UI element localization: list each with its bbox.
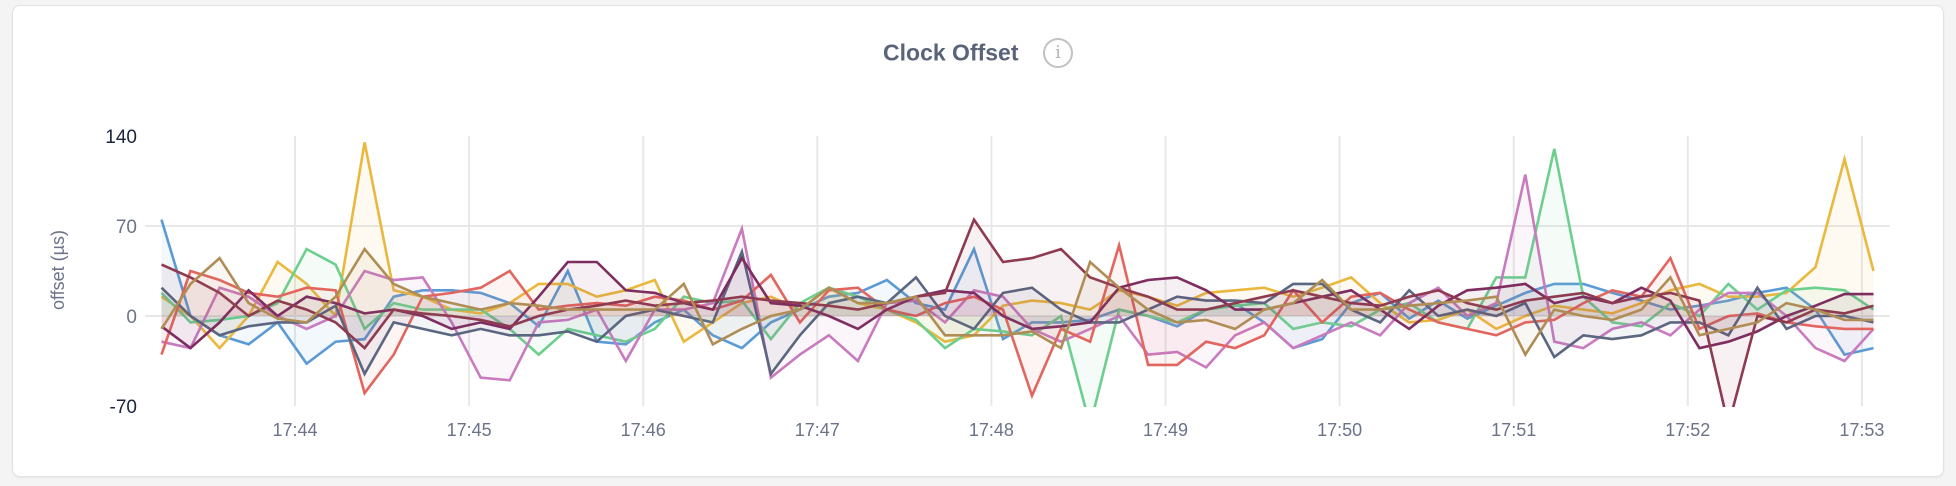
series-line: [160, 240, 1874, 400]
y-tick-label: -70: [110, 397, 137, 418]
series-area: [161, 142, 1874, 349]
panel-title: Clock Offset: [883, 39, 1019, 66]
series-line: [160, 216, 1874, 407]
series-line: [160, 246, 1874, 358]
x-axis: 17:44 17:45 17:46 17:47 17:48 17:49 17:50 17:51…: [272, 420, 1884, 440]
series-area: [161, 258, 1874, 349]
x-tick-label: 17:52: [1665, 420, 1710, 440]
y-axis: 140 70 0 -70: [105, 127, 137, 418]
series-line: [160, 219, 1874, 366]
series-area: [161, 245, 1874, 396]
x-tick-label: 17:48: [969, 420, 1014, 440]
series-7: [160, 216, 1874, 407]
y-tick-label: 0: [126, 307, 137, 328]
grid: [145, 136, 1890, 406]
info-circle-icon[interactable]: i: [1042, 38, 1073, 68]
series-4: [160, 240, 1874, 400]
series-line: [160, 247, 1874, 377]
series-0: [160, 219, 1874, 366]
series-8: [160, 246, 1874, 358]
x-tick-label: 17:50: [1317, 420, 1362, 440]
series-line: [160, 255, 1874, 350]
series-6: [160, 255, 1874, 350]
series-5: [160, 247, 1874, 377]
x-tick-label: 17:51: [1491, 420, 1536, 440]
series-area: [161, 174, 1874, 381]
x-tick-label: 17:46: [621, 420, 666, 440]
series-area: [161, 219, 1874, 407]
chart-panel: [12, 5, 1944, 477]
series-area: [161, 148, 1874, 407]
panel-header: Clock Offset i: [0, 38, 1956, 68]
x-tick-label: 17:47: [795, 420, 840, 440]
x-tick-label: 17:45: [447, 420, 492, 440]
y-axis-title: offset (µs): [48, 230, 68, 310]
series-line: [160, 142, 1875, 351]
series-1: [160, 142, 1875, 351]
series-area: [161, 251, 1874, 374]
x-tick-label: 17:44: [272, 420, 317, 440]
y-tick-label: 140: [105, 127, 137, 148]
y-tick-label: 70: [116, 217, 137, 238]
series-group: [160, 142, 1875, 407]
x-tick-label: 17:53: [1839, 420, 1884, 440]
x-tick-label: 17:49: [1143, 420, 1188, 440]
